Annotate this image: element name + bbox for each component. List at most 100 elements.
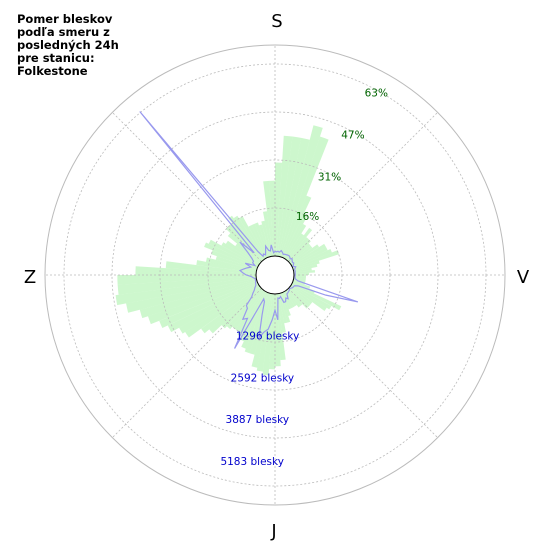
direction-bar <box>248 225 267 259</box>
center-hole <box>255 255 295 295</box>
direction-bar <box>226 288 263 330</box>
grid-spoke <box>288 112 438 262</box>
direction-bar <box>291 283 342 311</box>
direction-bar <box>286 289 301 308</box>
direction-bar <box>206 257 257 272</box>
direction-bar <box>139 279 257 319</box>
direction-bars <box>115 125 342 376</box>
direction-bar <box>185 285 260 338</box>
direction-bar <box>221 242 259 266</box>
percent-tick-label: 63% <box>365 87 388 99</box>
direction-bar <box>293 264 318 272</box>
direction-bar <box>281 195 312 258</box>
direction-bar <box>276 293 286 361</box>
direction-bar <box>117 276 257 295</box>
direction-bar <box>286 227 313 261</box>
count-line-layer <box>139 111 359 349</box>
grid-spoke <box>288 288 438 438</box>
direction-bar <box>279 125 323 257</box>
direction-bar <box>235 290 265 332</box>
direction-bar <box>275 162 283 257</box>
direction-bar <box>288 243 311 263</box>
direction-bar <box>277 293 286 333</box>
direction-bar <box>135 266 257 275</box>
direction-bar <box>278 137 310 257</box>
direction-bar <box>233 215 265 260</box>
direction-bar <box>209 287 262 334</box>
direction-bar <box>289 286 313 305</box>
grid-ring <box>44 44 506 506</box>
chart-title: Pomer bleskov podľa smeru z posledných 2… <box>17 12 119 78</box>
direction-bar <box>262 211 273 257</box>
direction-bar <box>288 287 311 307</box>
direction-bar <box>179 284 259 334</box>
count-tick-label: 2592 blesky <box>231 372 295 384</box>
direction-bar <box>284 224 307 259</box>
grid-spoke <box>112 288 262 438</box>
direction-bar <box>147 280 258 325</box>
direction-bar <box>167 283 259 333</box>
polar-grid <box>44 44 506 506</box>
direction-bar <box>241 292 269 349</box>
count-line <box>139 111 359 349</box>
direction-bar <box>263 180 274 257</box>
direction-bar <box>208 239 259 267</box>
tick-labels: 16% 31% 47% 63% 1296 blesky 2592 blesky 3887 b… <box>220 87 388 468</box>
percent-tick-label: 16% <box>296 211 319 223</box>
direction-bar <box>251 293 272 368</box>
direction-bar <box>165 261 257 274</box>
direction-bar <box>291 246 328 267</box>
direction-bar <box>211 250 258 270</box>
direction-bar <box>291 243 326 266</box>
direction-bar <box>287 288 303 306</box>
count-tick-label: 5183 blesky <box>220 456 284 468</box>
direction-bar <box>293 272 310 275</box>
direction-bar <box>201 286 261 334</box>
grid-spoke <box>112 112 262 262</box>
compass-west-label: Z <box>24 267 36 288</box>
direction-bar <box>215 256 257 271</box>
direction-bar <box>285 233 304 260</box>
compass-south-label: J <box>270 521 276 542</box>
percent-tick-label: 31% <box>318 172 341 184</box>
direction-bar <box>283 291 293 309</box>
direction-bar <box>293 275 307 277</box>
direction-bar <box>238 216 266 259</box>
direction-bar <box>117 275 257 285</box>
direction-bar <box>280 292 291 316</box>
compass-north-label: S <box>271 11 282 32</box>
direction-bar <box>275 293 281 367</box>
direction-bar <box>204 242 258 269</box>
direction-bar <box>269 180 275 257</box>
direction-bar <box>292 250 339 270</box>
direction-bar <box>283 214 308 259</box>
direction-bar <box>256 293 273 372</box>
direction-bar <box>235 243 261 264</box>
direction-bar <box>288 239 311 262</box>
direction-bar <box>293 260 320 271</box>
direction-bar <box>251 223 269 258</box>
direction-bar <box>277 136 302 257</box>
direction-bar <box>293 279 306 285</box>
direction-bar <box>269 293 275 370</box>
direction-bar <box>159 281 258 329</box>
direction-bar <box>291 284 332 310</box>
direction-bar <box>249 293 271 355</box>
direction-bar <box>225 240 260 265</box>
direction-bar <box>280 136 329 258</box>
percent-tick-label: 47% <box>341 130 364 142</box>
direction-bar <box>232 289 264 330</box>
compass-east-label: V <box>517 267 530 288</box>
direction-bar <box>285 290 297 307</box>
direction-bar <box>262 293 274 376</box>
count-tick-label: 3887 blesky <box>226 414 290 426</box>
direction-bar <box>289 245 313 264</box>
direction-bar <box>261 220 272 257</box>
count-tick-label: 1296 blesky <box>236 331 300 343</box>
direction-bar <box>276 135 293 257</box>
direction-bar <box>293 268 312 273</box>
direction-bar <box>290 244 320 265</box>
direction-bar <box>115 277 257 306</box>
direction-bar <box>293 276 306 279</box>
